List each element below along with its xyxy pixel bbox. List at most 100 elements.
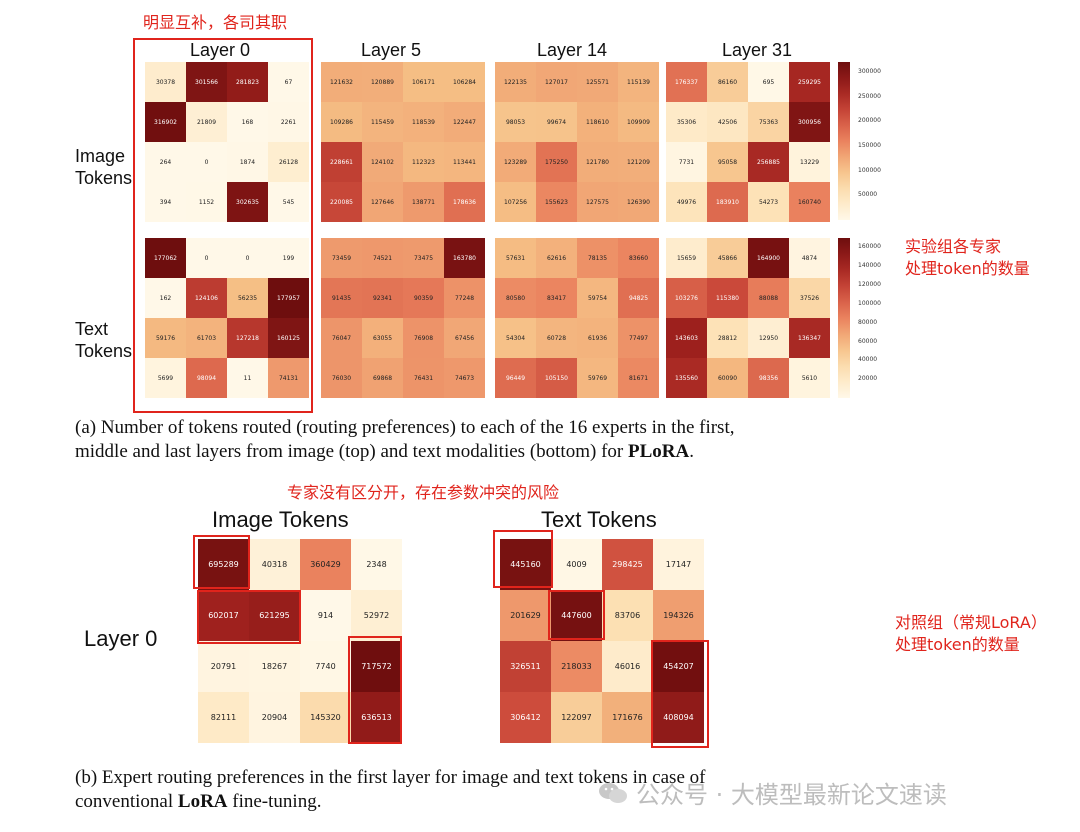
- a-text-2-cell-r3-c0: 96449: [495, 358, 536, 398]
- b-text-cell-r2-c3: 454207: [653, 641, 704, 692]
- a-image-2-cell-r2-c0: 123289: [495, 142, 536, 182]
- a-text-1-cell-r3-c0: 76030: [321, 358, 362, 398]
- a-image-1-cell-r2-c0: 228661: [321, 142, 362, 182]
- b-text-cell-r0-c3: 17147: [653, 539, 704, 590]
- a-text-2-cell-r3-c2: 59769: [577, 358, 618, 398]
- a-image-3-cell-r2-c0: 7731: [666, 142, 707, 182]
- a-text-2-cell-r1-c3: 94825: [618, 278, 659, 318]
- control-note-line1: 对照组（常规LoRA）: [895, 613, 1047, 632]
- a-text-0-cell-r3-c3: 74131: [268, 358, 309, 398]
- a-image-1-cell-r1-c0: 109286: [321, 102, 362, 142]
- a-text-1-cell-r3-c3: 74673: [444, 358, 485, 398]
- caption-a-line2-pre: middle and last layers from image (top) …: [75, 441, 628, 462]
- a-text-3-cell-r0-c3: 4874: [789, 238, 830, 278]
- a-image-3-cell-r0-c2: 695: [748, 62, 789, 102]
- a-image-0-cell-r3-c1: 1152: [186, 182, 227, 222]
- a-image-3-cell-r1-c3: 300956: [789, 102, 830, 142]
- a-image-2-cell-r0-c0: 122135: [495, 62, 536, 102]
- a-text-1-cell-r0-c3: 163780: [444, 238, 485, 278]
- colorbar-image-ticks: 300000 250000 200000 150000 100000 50000: [852, 62, 902, 220]
- b-text-cell-r0-c2: 298425: [602, 539, 653, 590]
- a-text-1-cell-r0-c1: 74521: [362, 238, 403, 278]
- a-text-2-cell-r0-c2: 78135: [577, 238, 618, 278]
- image-label-line1: Image: [75, 146, 126, 166]
- a-image-3-cell-r1-c1: 42506: [707, 102, 748, 142]
- a-image-0-cell-r0-c1: 301566: [186, 62, 227, 102]
- cbar-txt-tick-1: 140000: [858, 262, 881, 270]
- a-text-3-cell-r3-c2: 98356: [748, 358, 789, 398]
- b-image-cell-r3-c1: 20904: [249, 692, 300, 743]
- experiment-note: 实验组各专家 处理token的数量: [905, 236, 1030, 280]
- a-text-0-cell-r3-c0: 5699: [145, 358, 186, 398]
- colorbar-text-ticks: 160000 140000 120000 100000 80000 60000 40000 2…: [852, 238, 902, 398]
- a-text-3-cell-r2-c0: 143603: [666, 318, 707, 358]
- b-text-cell-r3-c1: 122097: [551, 692, 602, 743]
- a-text-3-cell-r1-c3: 37526: [789, 278, 830, 318]
- a-text-2-cell-r2-c0: 54304: [495, 318, 536, 358]
- experiment-note-line1: 实验组各专家: [905, 237, 1002, 256]
- caption-a-line2: middle and last layers from image (top) …: [75, 440, 895, 464]
- a-text-0-cell-r0-c2: 0: [227, 238, 268, 278]
- b-text-cell-r1-c3: 194326: [653, 590, 704, 641]
- b-image-cell-r2-c3: 717572: [351, 641, 402, 692]
- text-label-line1: Text: [75, 319, 109, 339]
- a-text-0-cell-r1-c2: 56235: [227, 278, 268, 318]
- a-image-0-cell-r0-c3: 67: [268, 62, 309, 102]
- caption-b-line2: conventional LoRA fine-tuning.: [75, 790, 895, 814]
- a-text-3-cell-r2-c2: 12950: [748, 318, 789, 358]
- colorbar-text: [838, 238, 850, 398]
- a-text-3-cell-r1-c0: 103276: [666, 278, 707, 318]
- a-image-0-cell-r3-c3: 545: [268, 182, 309, 222]
- a-image-3-cell-r0-c0: 176337: [666, 62, 707, 102]
- watermark: 公众号 · 大模型最新论文速读: [598, 775, 947, 810]
- caption-a-line1: (a) Number of tokens routed (routing pre…: [75, 417, 735, 438]
- a-image-3-cell-r3-c0: 49976: [666, 182, 707, 222]
- a-image-2-cell-r0-c1: 127017: [536, 62, 577, 102]
- a-image-3-cell-r3-c3: 160740: [789, 182, 830, 222]
- b-text-cell-r3-c3: 408094: [653, 692, 704, 743]
- control-note: 对照组（常规LoRA） 处理token的数量: [895, 612, 1047, 656]
- a-image-0-cell-r2-c1: 0: [186, 142, 227, 182]
- wechat-icon: [599, 782, 627, 803]
- a-image-1-cell-r3-c3: 178636: [444, 182, 485, 222]
- a-image-0-cell-r1-c3: 2261: [268, 102, 309, 142]
- a-text-2-cell-r2-c1: 60728: [536, 318, 577, 358]
- a-text-2-cell-r2-c2: 61936: [577, 318, 618, 358]
- a-image-1-cell-r1-c3: 122447: [444, 102, 485, 142]
- a-image-1-cell-r0-c2: 106171: [403, 62, 444, 102]
- a-text-2-cell-r1-c0: 80580: [495, 278, 536, 318]
- a-text-3-cell-r2-c3: 136347: [789, 318, 830, 358]
- b-image-cell-r0-c2: 360429: [300, 539, 351, 590]
- cbar-txt-tick-2: 120000: [858, 281, 881, 289]
- a-image-0-cell-r1-c0: 316902: [145, 102, 186, 142]
- colorbar-image: [838, 62, 850, 220]
- a-image-2-cell-r3-c0: 107256: [495, 182, 536, 222]
- a-image-3-cell-r3-c2: 54273: [748, 182, 789, 222]
- b-image-cell-r1-c3: 52972: [351, 590, 402, 641]
- a-text-1-cell-r0-c2: 73475: [403, 238, 444, 278]
- a-image-0-cell-r3-c0: 394: [145, 182, 186, 222]
- a-text-1-cell-r1-c0: 91435: [321, 278, 362, 318]
- b-image-cell-r0-c0: 695289: [198, 539, 249, 590]
- a-image-3-cell-r2-c2: 256885: [748, 142, 789, 182]
- a-text-0-cell-r3-c1: 98094: [186, 358, 227, 398]
- cbar-img-tick-4: 100000: [858, 166, 881, 174]
- text-label-line2: Tokens: [75, 341, 133, 361]
- a-image-1-cell-r2-c1: 124102: [362, 142, 403, 182]
- a-image-0-cell-r2-c3: 26128: [268, 142, 309, 182]
- a-image-1-cell-r1-c1: 115459: [362, 102, 403, 142]
- image-label-line2: Tokens: [75, 168, 133, 188]
- watermark-text: 公众号 · 大模型最新论文速读: [636, 781, 947, 809]
- image-tokens-label: Image Tokens: [75, 145, 132, 189]
- b-image-cell-r0-c3: 2348: [351, 539, 402, 590]
- a-image-3-cell-r1-c2: 75363: [748, 102, 789, 142]
- b-text-cell-r1-c1: 447600: [551, 590, 602, 641]
- caption-a-plora: PLoRA: [627, 441, 690, 462]
- b-image-cell-r2-c2: 7740: [300, 641, 351, 692]
- a-text-0-cell-r2-c0: 59176: [145, 318, 186, 358]
- b-image-cell-r2-c0: 20791: [198, 641, 249, 692]
- a-image-1-cell-r0-c0: 121632: [321, 62, 362, 102]
- a-text-2-cell-r0-c3: 83660: [618, 238, 659, 278]
- a-text-3-cell-r0-c2: 164900: [748, 238, 789, 278]
- a-image-2-cell-r3-c3: 126390: [618, 182, 659, 222]
